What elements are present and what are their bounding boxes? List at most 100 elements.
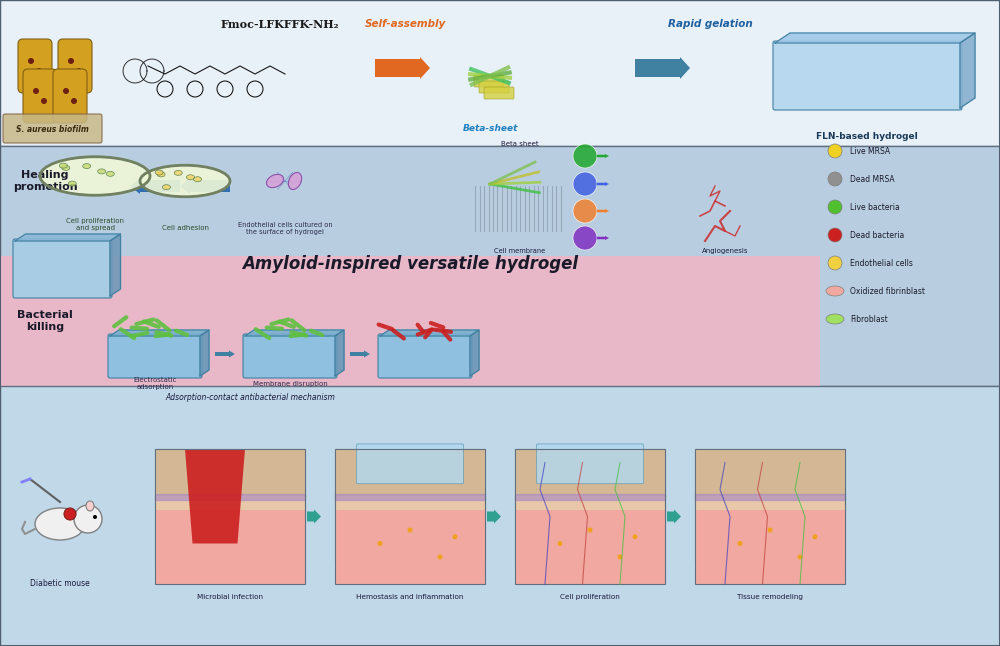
FancyBboxPatch shape (18, 39, 52, 93)
FancyArrow shape (597, 209, 609, 213)
Ellipse shape (155, 170, 163, 175)
FancyBboxPatch shape (108, 334, 202, 378)
FancyBboxPatch shape (335, 449, 485, 564)
Circle shape (828, 228, 842, 242)
FancyArrow shape (487, 510, 501, 523)
Circle shape (93, 515, 97, 519)
Ellipse shape (186, 175, 194, 180)
Text: FLN-based hydrogel: FLN-based hydrogel (816, 132, 918, 140)
Text: Live MRSA: Live MRSA (850, 147, 890, 156)
FancyArrow shape (215, 351, 235, 357)
Circle shape (828, 256, 842, 270)
FancyBboxPatch shape (695, 510, 845, 584)
Circle shape (64, 508, 76, 520)
FancyBboxPatch shape (58, 39, 92, 93)
FancyArrow shape (375, 57, 430, 79)
Circle shape (738, 541, 742, 546)
Text: Tissue remodeling: Tissue remodeling (737, 594, 803, 600)
Polygon shape (335, 330, 344, 376)
Circle shape (74, 505, 102, 533)
Ellipse shape (98, 169, 106, 174)
Circle shape (36, 68, 42, 74)
FancyBboxPatch shape (3, 114, 102, 143)
FancyBboxPatch shape (695, 449, 845, 496)
Text: Cell proliferation
and spread: Cell proliferation and spread (66, 218, 124, 231)
Polygon shape (110, 234, 120, 296)
FancyBboxPatch shape (243, 334, 337, 378)
Circle shape (828, 172, 842, 186)
Circle shape (573, 199, 597, 223)
Text: Beta sheet: Beta sheet (501, 141, 539, 147)
Circle shape (453, 534, 458, 539)
Text: Cell adhesion: Cell adhesion (162, 225, 208, 231)
FancyBboxPatch shape (0, 386, 1000, 646)
Circle shape (378, 541, 382, 546)
FancyArrow shape (597, 182, 609, 186)
Text: Amyloid-inspired versatile hydrogel: Amyloid-inspired versatile hydrogel (242, 255, 578, 273)
Text: Fmoc-LFKFFK-NH₂: Fmoc-LFKFFK-NH₂ (221, 19, 339, 30)
FancyArrow shape (667, 510, 681, 523)
FancyBboxPatch shape (155, 449, 305, 496)
Polygon shape (200, 330, 209, 376)
Circle shape (438, 554, 443, 559)
FancyBboxPatch shape (536, 444, 644, 484)
Text: Angiogenesis: Angiogenesis (702, 248, 748, 254)
Text: Rapid gelation: Rapid gelation (668, 19, 752, 29)
Circle shape (68, 58, 74, 64)
Ellipse shape (162, 185, 170, 190)
FancyBboxPatch shape (484, 87, 514, 99)
FancyBboxPatch shape (479, 81, 509, 93)
Ellipse shape (68, 181, 76, 186)
FancyBboxPatch shape (515, 510, 665, 584)
Circle shape (573, 226, 597, 250)
Text: Dead bacteria: Dead bacteria (850, 231, 904, 240)
FancyBboxPatch shape (155, 449, 305, 564)
FancyBboxPatch shape (515, 449, 665, 496)
Ellipse shape (106, 171, 114, 176)
FancyBboxPatch shape (335, 449, 485, 496)
Ellipse shape (40, 157, 150, 195)
Text: Cell proliferation: Cell proliferation (560, 594, 620, 600)
Text: Electrostatic
adsorption: Electrostatic adsorption (133, 377, 177, 390)
FancyBboxPatch shape (515, 449, 665, 564)
FancyArrow shape (597, 154, 609, 158)
FancyBboxPatch shape (474, 75, 504, 87)
FancyArrow shape (350, 351, 370, 357)
Circle shape (408, 528, 412, 532)
Text: Beta-sheet: Beta-sheet (462, 123, 518, 132)
Text: Diabetic mouse: Diabetic mouse (30, 579, 90, 589)
Text: Microbial infection: Microbial infection (197, 594, 263, 600)
Circle shape (63, 88, 69, 94)
Ellipse shape (174, 171, 182, 175)
Text: Oxidized fibrinblast: Oxidized fibrinblast (850, 286, 925, 295)
FancyBboxPatch shape (335, 510, 485, 584)
FancyArrow shape (597, 236, 609, 240)
Ellipse shape (140, 165, 230, 197)
FancyArrow shape (180, 178, 230, 194)
Polygon shape (15, 234, 120, 241)
FancyBboxPatch shape (695, 449, 845, 564)
Circle shape (71, 98, 77, 104)
Polygon shape (470, 330, 479, 376)
FancyArrow shape (130, 178, 180, 194)
Text: Endothelial cells cultured on
the surface of hydrogel: Endothelial cells cultured on the surfac… (238, 222, 332, 234)
Circle shape (41, 98, 47, 104)
Text: Membrane disruption: Membrane disruption (253, 381, 327, 387)
FancyArrow shape (635, 57, 690, 79)
Ellipse shape (62, 165, 70, 171)
FancyBboxPatch shape (378, 334, 472, 378)
Text: Adsorption-contact antibacterial mechanism: Adsorption-contact antibacterial mechani… (165, 393, 335, 402)
Circle shape (588, 528, 592, 532)
Text: Endothelial cells: Endothelial cells (850, 258, 913, 267)
Text: Fibroblast: Fibroblast (850, 315, 888, 324)
FancyBboxPatch shape (0, 0, 1000, 146)
Ellipse shape (59, 163, 67, 168)
FancyBboxPatch shape (0, 146, 1000, 386)
Circle shape (573, 144, 597, 168)
Ellipse shape (826, 286, 844, 296)
Ellipse shape (194, 177, 202, 182)
Ellipse shape (826, 314, 844, 324)
FancyBboxPatch shape (53, 69, 87, 123)
Circle shape (633, 534, 638, 539)
Polygon shape (775, 33, 975, 43)
